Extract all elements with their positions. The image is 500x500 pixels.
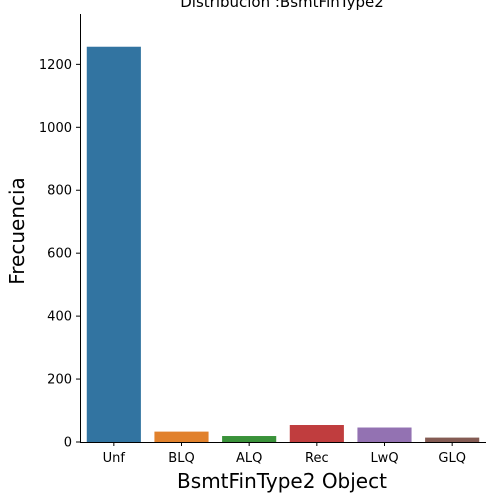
y-tick-label: 600: [47, 247, 72, 262]
y-axis-ticks: 0 200 400 600 800 1000 1200: [39, 58, 80, 451]
x-tick-label: LwQ: [370, 451, 398, 466]
y-tick-label: 200: [47, 373, 72, 388]
bar-rec: [290, 425, 344, 442]
x-tick-label: ALQ: [236, 451, 262, 466]
y-axis-label: Frecuencia: [5, 177, 29, 285]
y-tick-label: 800: [47, 184, 72, 199]
x-tick-label: Rec: [305, 451, 329, 466]
bar-unf: [87, 47, 141, 442]
bar-glq: [425, 438, 479, 442]
x-axis-ticks: Unf BLQ ALQ Rec LwQ GLQ: [103, 442, 466, 466]
bar-alq: [222, 436, 276, 442]
y-tick-label: 400: [47, 310, 72, 325]
y-tick-label: 1200: [39, 58, 72, 73]
x-tick-label: Unf: [103, 451, 126, 466]
x-tick-label: GLQ: [438, 451, 466, 466]
x-tick-label: BLQ: [168, 451, 194, 466]
bars-group: [87, 47, 479, 442]
y-tick-label: 1000: [39, 121, 72, 136]
bar-blq: [154, 432, 208, 442]
bar-lwq: [357, 428, 411, 442]
chart-title: Distribución :BsmtFinType2: [180, 0, 384, 11]
x-axis-label: BsmtFinType2 Object: [177, 469, 387, 493]
y-tick-label: 0: [64, 436, 72, 451]
